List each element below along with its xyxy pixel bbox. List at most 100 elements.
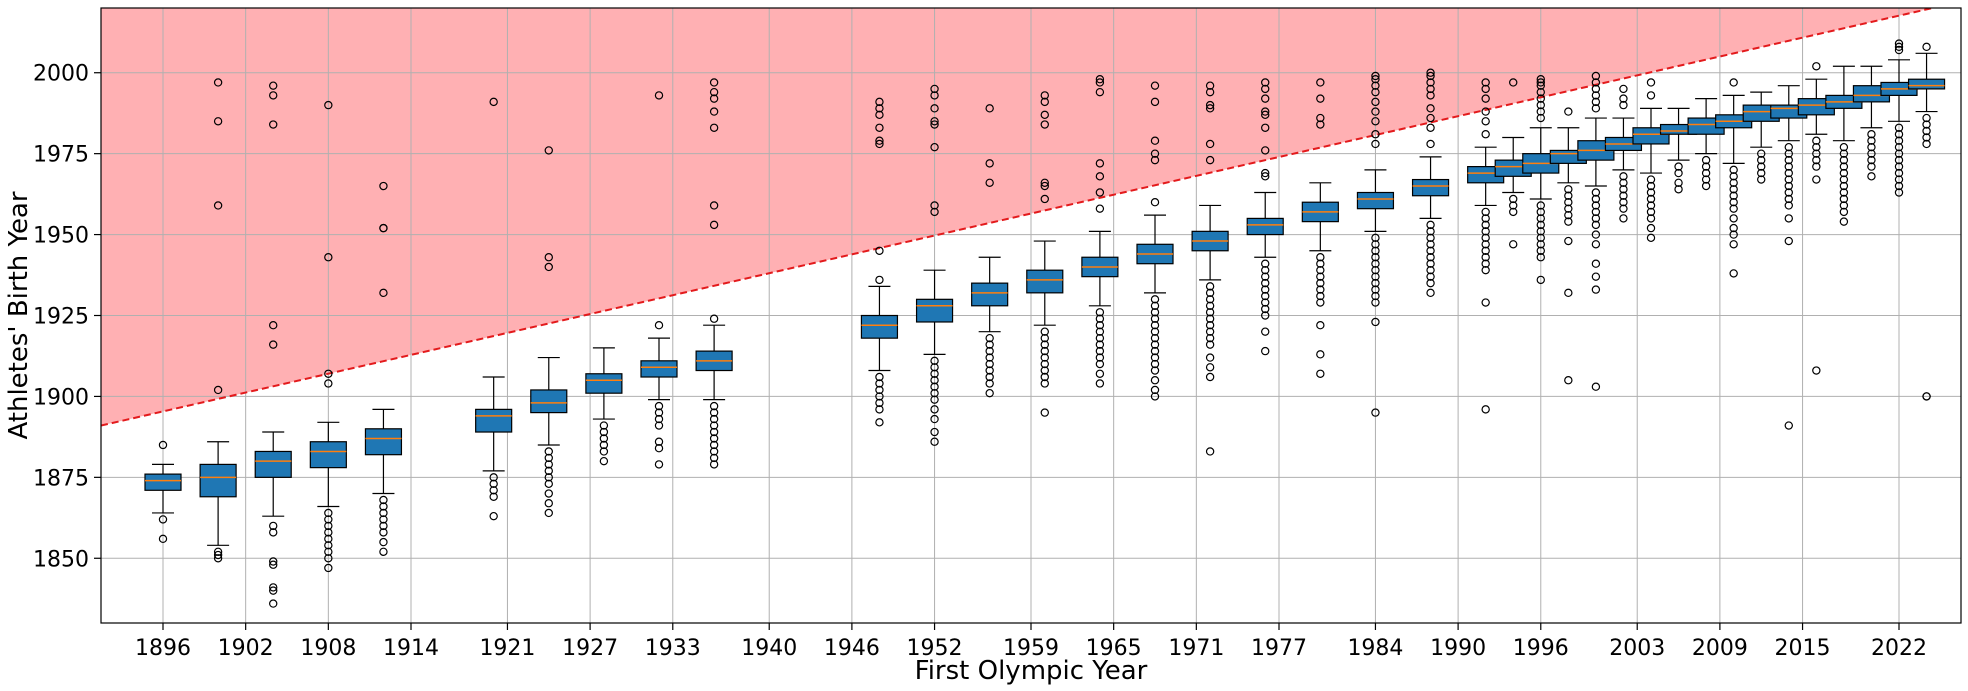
outlier-point — [544, 499, 553, 508]
outlier-point — [1536, 100, 1545, 110]
outlier-point — [544, 453, 553, 463]
outlier-point — [985, 346, 994, 356]
box — [1411, 178, 1450, 197]
outlier-point — [1894, 168, 1904, 178]
outlier-point — [1564, 217, 1573, 226]
box — [475, 408, 513, 433]
x-tick-label: 1940 — [741, 636, 797, 661]
outlier-point — [1261, 278, 1270, 288]
box-group — [585, 347, 623, 466]
outlier-point — [324, 515, 333, 524]
x-tick-label: 1965 — [1086, 636, 1142, 661]
outlier-point — [544, 460, 553, 469]
outlier-point — [1729, 198, 1738, 207]
outlier-point — [1591, 230, 1601, 239]
outlier-point — [1839, 188, 1849, 197]
outlier-point — [1426, 123, 1435, 132]
outlier-point — [379, 547, 388, 556]
outlier-point — [1040, 178, 1049, 187]
x-axis-title: First Olympic Year — [915, 656, 1148, 686]
outlier-point — [709, 414, 719, 424]
outlier-point — [1536, 87, 1545, 97]
outlier-point — [1812, 175, 1821, 184]
outlier-point — [1371, 81, 1380, 90]
outlier-point — [1481, 130, 1490, 139]
outlier-point — [654, 91, 664, 100]
outlier-point — [1426, 104, 1435, 113]
outlier-point — [1040, 194, 1049, 204]
outlier-point — [324, 508, 333, 518]
outlier-point — [1261, 94, 1270, 103]
outlier-point — [1205, 87, 1215, 97]
outlier-point — [1371, 285, 1380, 294]
outlier-point — [1812, 142, 1821, 152]
outlier-point — [1095, 379, 1105, 388]
outlier-point — [1784, 201, 1793, 210]
outlier-point — [709, 87, 719, 97]
outlier-point — [489, 97, 498, 107]
outlier-point — [1371, 130, 1380, 139]
outlier-point — [1922, 139, 1931, 149]
outlier-point — [1150, 359, 1160, 369]
box-group — [530, 146, 568, 518]
outlier-point — [1316, 113, 1325, 123]
outlier-point — [709, 123, 719, 132]
outlier-point — [1509, 194, 1518, 204]
outlier-point — [875, 372, 884, 382]
box — [971, 282, 1009, 307]
outlier-point — [1619, 185, 1628, 194]
outlier-point — [930, 207, 939, 217]
outlier-point — [1371, 107, 1380, 116]
box — [860, 314, 899, 339]
outlier-point — [930, 405, 939, 414]
outlier-point — [1894, 45, 1904, 55]
outlier-point — [1095, 78, 1105, 87]
outlier-point — [1371, 298, 1380, 307]
outlier-point — [930, 91, 939, 100]
box-group — [254, 81, 292, 608]
outlier-point — [1536, 220, 1545, 230]
outlier-point — [1839, 201, 1849, 210]
outlier-point — [1536, 201, 1545, 210]
outlier-point — [1729, 165, 1738, 175]
outlier-point — [379, 502, 388, 511]
outlier-point — [930, 382, 939, 391]
outlier-point — [1729, 204, 1738, 213]
outlier-point — [1536, 240, 1545, 249]
box-group — [1136, 81, 1174, 401]
outlier-point — [875, 123, 884, 132]
box — [309, 441, 347, 469]
box — [640, 360, 678, 378]
outlier-point — [654, 408, 664, 417]
outlier-point — [1784, 142, 1793, 152]
outlier-point — [1729, 78, 1738, 87]
outlier-point — [1591, 71, 1601, 81]
outlier-point — [1619, 100, 1628, 110]
outlier-point — [1205, 308, 1215, 317]
outlier-point — [1481, 259, 1490, 268]
box — [1026, 269, 1064, 294]
outlier-point — [1619, 84, 1628, 94]
outlier-point — [1481, 246, 1490, 255]
outlier-point — [544, 489, 553, 498]
outlier-point — [1481, 214, 1490, 223]
outlier-point — [1371, 117, 1380, 126]
outlier-point — [1095, 159, 1105, 168]
x-tick-label: 1971 — [1168, 636, 1224, 661]
outlier-point — [1261, 84, 1270, 94]
outlier-point — [654, 401, 664, 411]
outlier-point — [1426, 246, 1435, 255]
x-tick-label: 1959 — [1003, 636, 1059, 661]
outlier-point — [1812, 62, 1821, 71]
outlier-point — [1261, 304, 1270, 314]
outlier-point — [1371, 259, 1380, 268]
outlier-point — [1922, 126, 1931, 136]
outlier-point — [1205, 301, 1215, 310]
outlier-point — [1261, 327, 1270, 336]
outlier-point — [1674, 168, 1683, 178]
y-tick-label: 1925 — [33, 305, 89, 330]
outlier-point — [1839, 175, 1849, 184]
outlier-point — [1894, 42, 1904, 52]
box-group — [1825, 65, 1863, 226]
outlier-point — [1784, 175, 1793, 184]
